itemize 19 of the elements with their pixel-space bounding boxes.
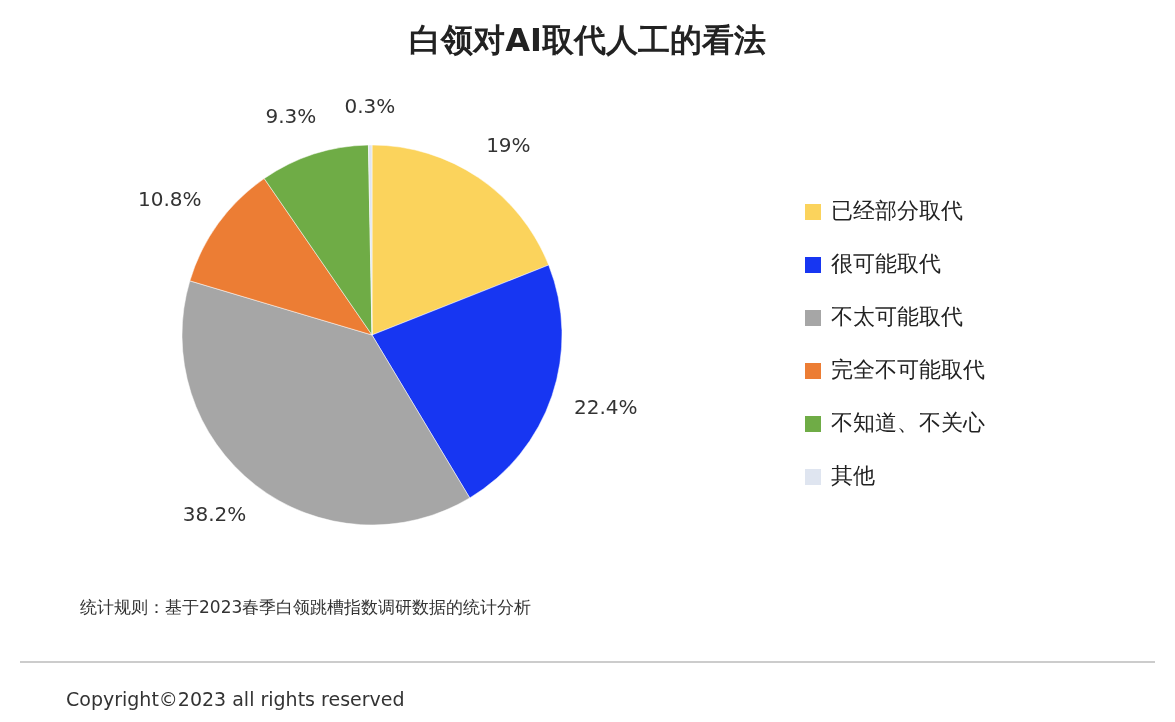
pie-slice (181, 280, 470, 526)
data-label: 0.3% (344, 93, 396, 118)
chart-title: 白领对AI取代人工的看法 (409, 21, 766, 59)
data-label: 19% (486, 132, 531, 157)
legend-label: 已经部分取代 (831, 198, 963, 223)
pie-slice (368, 144, 373, 336)
pie-slice (263, 144, 373, 336)
legend-label: 完全不可能取代 (831, 357, 985, 382)
legend-label: 不太可能取代 (831, 304, 963, 329)
legend-label: 很可能取代 (831, 251, 941, 276)
data-label: 10.8% (138, 187, 202, 212)
pie-slice (371, 264, 563, 499)
text: 统计规则：基于2023春季白领跳槽指数调研数据的统计分析 (80, 597, 532, 617)
legend-label: 其他 (831, 463, 875, 488)
data-label: 38.2% (182, 501, 247, 526)
legend-label: 不知道、不关心 (831, 410, 985, 435)
text: Copyright©2023 all rights reserved (66, 687, 405, 710)
data-label: 9.3% (265, 104, 317, 129)
data-label: 22.4% (573, 394, 638, 419)
